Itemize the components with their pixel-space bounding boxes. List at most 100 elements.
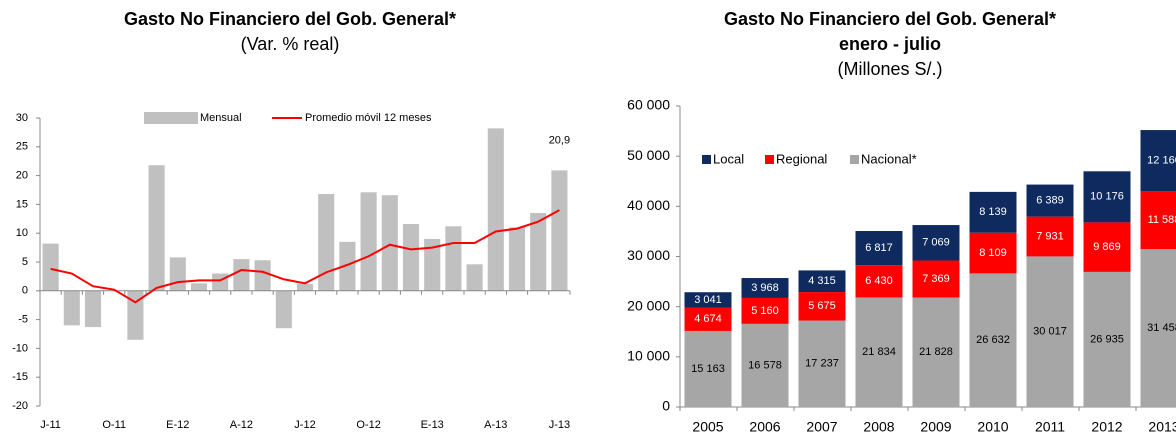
data-label: 31 458 xyxy=(1147,322,1176,334)
bar-segment xyxy=(912,260,960,298)
x-tick-label: 2008 xyxy=(863,419,894,434)
bar-segment xyxy=(1083,171,1131,223)
bar-segment xyxy=(1140,191,1176,250)
data-label: 6 817 xyxy=(865,242,893,254)
bar xyxy=(63,290,80,326)
bar-segment xyxy=(1083,271,1131,407)
y-tick-label: -15 xyxy=(12,371,28,383)
data-label: 7 369 xyxy=(922,273,950,285)
data-label: 9 869 xyxy=(1093,241,1121,253)
x-tick-label: J-12 xyxy=(294,419,315,431)
data-label: 5 160 xyxy=(751,305,779,317)
x-tick-label: 2007 xyxy=(806,419,837,434)
bar-segment xyxy=(855,265,903,298)
bar-segment xyxy=(741,323,789,407)
legend-label: Mensual xyxy=(200,112,242,124)
legend-label: Nacional* xyxy=(861,151,917,166)
x-tick-label: A-13 xyxy=(484,419,507,431)
bar xyxy=(190,283,208,291)
legend-swatch xyxy=(144,112,198,124)
data-label: 3 041 xyxy=(694,294,722,306)
bar xyxy=(275,290,292,329)
data-label: 21 834 xyxy=(862,346,896,358)
y-tick-label: 30 xyxy=(16,112,28,124)
bar xyxy=(148,165,165,291)
y-tick-label: 5 xyxy=(22,256,28,268)
bar-segment xyxy=(741,297,789,324)
x-tick-label: 2012 xyxy=(1091,419,1122,434)
data-label: 8 109 xyxy=(979,247,1007,259)
y-tick-label: -10 xyxy=(12,342,28,354)
chart-subtitle: (Var. % real) xyxy=(241,34,340,54)
y-tick-label: 10 000 xyxy=(627,348,670,364)
data-label: 5 675 xyxy=(808,300,836,312)
x-tick-label: O-12 xyxy=(356,419,380,431)
bar-segment xyxy=(1140,130,1176,192)
chart-title: Gasto No Financiero del Gob. General* xyxy=(724,9,1056,29)
chart-title: Gasto No Financiero del Gob. General* xyxy=(124,9,456,29)
data-label: 11 588 xyxy=(1148,214,1176,226)
data-label: 4 315 xyxy=(808,275,836,287)
legend-label: Local xyxy=(713,151,744,166)
bar-segment xyxy=(741,278,789,298)
x-tick-label: J-11 xyxy=(40,419,61,431)
bar xyxy=(360,192,377,291)
line-series xyxy=(50,209,560,304)
bar-segment xyxy=(855,297,903,407)
data-label: 17 237 xyxy=(805,358,839,370)
data-label: 26 632 xyxy=(976,334,1010,346)
bar xyxy=(402,223,420,291)
chart-subtitle: (Millones S/.) xyxy=(837,59,942,79)
y-tick-label: 50 000 xyxy=(627,147,670,163)
y-tick-label: -5 xyxy=(18,314,28,326)
y-tick-label: 20 xyxy=(16,170,28,182)
x-tick-label: 2011 xyxy=(1035,419,1065,434)
bar xyxy=(318,194,335,291)
bar xyxy=(339,241,356,291)
data-label: 20,9 xyxy=(549,134,570,146)
x-tick-label: 2005 xyxy=(692,419,723,434)
bar xyxy=(296,283,314,291)
x-tick-label: A-12 xyxy=(230,419,253,431)
x-tick-label: E-13 xyxy=(421,419,444,431)
data-label: 10 176 xyxy=(1090,191,1124,203)
bar xyxy=(530,213,547,291)
bar xyxy=(466,264,483,291)
bar xyxy=(127,290,144,340)
data-label: 8 139 xyxy=(979,206,1007,218)
bar xyxy=(487,128,504,291)
bar xyxy=(212,273,229,291)
bar-segment xyxy=(1026,184,1074,217)
chart-title: enero - julio xyxy=(839,34,941,54)
bar xyxy=(445,226,462,291)
bar-segment xyxy=(798,270,846,293)
legend-swatch xyxy=(702,155,711,164)
y-tick-label: 40 000 xyxy=(627,197,670,213)
y-tick-label: 0 xyxy=(662,398,670,414)
bar-segment xyxy=(969,191,1017,233)
legend-label: Promedio móvil 12 meses xyxy=(305,112,432,124)
bar xyxy=(42,243,59,291)
bar-segment xyxy=(798,292,846,321)
bar xyxy=(233,259,250,291)
x-tick-label: O-11 xyxy=(102,419,126,431)
bar-segment xyxy=(1026,256,1074,407)
data-label: 21 828 xyxy=(919,346,953,358)
data-label: 4 674 xyxy=(694,313,722,325)
bar xyxy=(381,195,398,291)
data-label: 7 931 xyxy=(1036,230,1064,242)
bar-segment xyxy=(969,232,1017,274)
data-label: 12 160 xyxy=(1147,154,1176,166)
y-tick-label: 0 xyxy=(22,285,28,297)
y-tick-label: 15 xyxy=(16,198,28,210)
bar xyxy=(551,170,568,291)
data-label: 26 935 xyxy=(1090,333,1124,345)
x-tick-label: J-13 xyxy=(549,419,570,431)
x-tick-label: 2013 xyxy=(1148,419,1176,434)
y-tick-label: 20 000 xyxy=(627,297,670,313)
x-tick-label: E-12 xyxy=(166,419,189,431)
bar xyxy=(169,257,186,291)
bar-segment xyxy=(684,307,732,331)
legend-label: Regional xyxy=(776,151,827,166)
